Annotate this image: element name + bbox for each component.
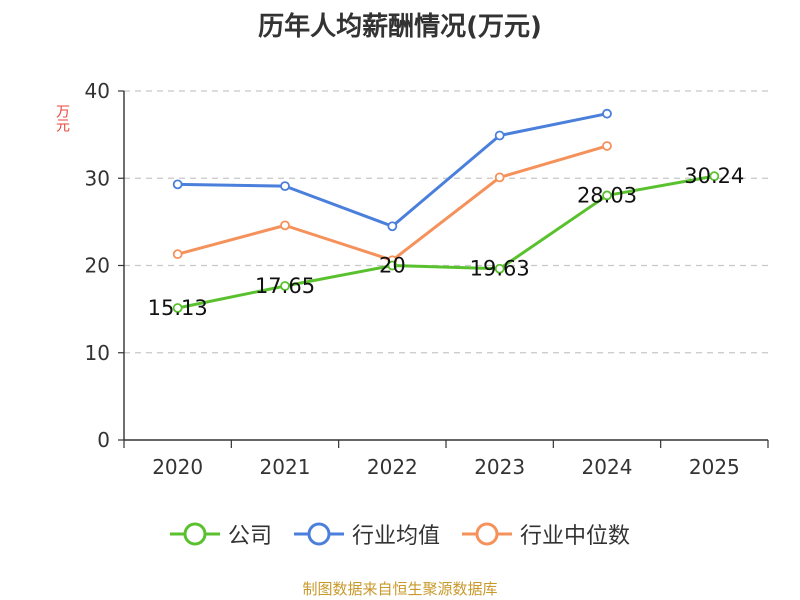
chart-title: 历年人均薪酬情况(万元) [258, 12, 542, 42]
series-line [177, 144, 608, 262]
data-point [602, 108, 612, 119]
y-tick-label: 10 [85, 341, 110, 365]
y-tick-label: 40 [85, 79, 110, 103]
x-tick-label: 2024 [582, 455, 633, 479]
legend-label: 行业中位数 [520, 524, 631, 549]
y-tick-label: 30 [85, 166, 110, 190]
data-label: 20 [379, 254, 406, 278]
data-point [172, 179, 183, 190]
data-point [709, 171, 720, 182]
series-line [177, 112, 608, 228]
data-label: 15.13 [148, 296, 208, 320]
x-tick-label: 2025 [689, 455, 740, 479]
legend-swatch [462, 522, 512, 546]
legend-swatch [293, 522, 344, 546]
data-point [602, 190, 612, 201]
legend-label: 公司 [227, 524, 272, 549]
data-source-note: 制图数据来自恒生聚源数据库 [302, 580, 498, 598]
data-point [494, 172, 505, 183]
x-tick-label: 2022 [367, 455, 418, 479]
x-tick-label: 2021 [260, 455, 311, 479]
data-label: 17.65 [255, 274, 315, 298]
legend-swatch [169, 522, 220, 546]
legend: 公司 行业均值 行业中位数 [0, 518, 800, 550]
legend-item[interactable]: 行业均值 [293, 518, 440, 550]
y-tick-label: 0 [97, 428, 110, 452]
data-point [494, 263, 505, 274]
data-point [280, 281, 290, 291]
data-label: 28.03 [577, 183, 637, 207]
legend-item[interactable]: 行业中位数 [462, 518, 630, 550]
series-line [177, 174, 715, 310]
legend-label: 行业均值 [351, 524, 440, 549]
data-point [172, 249, 183, 260]
x-tick-label: 2023 [474, 455, 525, 479]
x-tick-label: 2020 [152, 455, 203, 479]
data-point [172, 303, 183, 313]
legend-item[interactable]: 公司 [169, 518, 272, 550]
data-point [280, 220, 290, 231]
data-point [494, 130, 505, 141]
y-tick-label: 20 [85, 254, 110, 278]
data-label: 30.24 [684, 164, 744, 188]
data-point [387, 221, 398, 232]
data-label: 19.63 [470, 257, 530, 281]
data-point [387, 260, 398, 271]
data-point [280, 181, 290, 192]
y-axis-unit-label: 万元 [54, 104, 70, 132]
data-point [602, 141, 612, 151]
